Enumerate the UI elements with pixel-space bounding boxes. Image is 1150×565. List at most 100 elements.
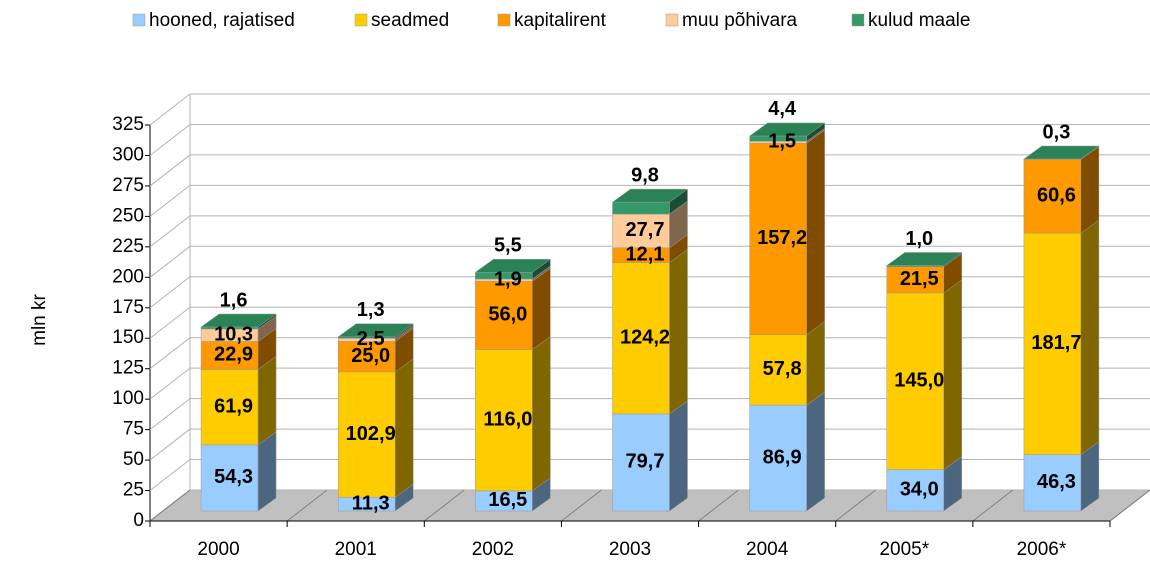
data-label: 9,8: [631, 164, 659, 186]
bar-side: [1080, 219, 1100, 456]
x-tick-label: 2005*: [879, 539, 929, 560]
data-label: 124,2: [620, 327, 670, 349]
bar-side: [669, 400, 688, 512]
floor-divider: [423, 489, 465, 522]
y-tick-label: 325: [112, 114, 144, 135]
data-label: 145,0: [894, 370, 944, 392]
grid-line: [149, 184, 191, 217]
y-tick-label: 75: [123, 419, 144, 440]
grid-line: [149, 306, 191, 339]
bar-side: [806, 391, 825, 512]
floor-divider: [835, 489, 877, 522]
data-label: 46,3: [1037, 471, 1076, 493]
grid-line: [149, 367, 191, 400]
bar-side: [257, 355, 277, 446]
bar-side: [669, 249, 688, 415]
grid-line: [149, 93, 191, 126]
data-label: 57,8: [763, 358, 802, 380]
y-tick-label: 150: [112, 327, 144, 348]
bar-top: [1023, 145, 1100, 160]
bar-front: [749, 404, 807, 512]
bar-front: [612, 201, 670, 215]
bar-front: [749, 142, 807, 335]
bar-side: [532, 336, 551, 492]
data-label: 1,3: [357, 299, 385, 321]
bar-front: [612, 262, 670, 415]
bar-front: [1023, 454, 1082, 512]
grid-line: [149, 154, 191, 187]
bar-front: [886, 469, 945, 512]
y-tick-label: 300: [112, 144, 144, 165]
data-label: 0,3: [1043, 121, 1071, 143]
data-label: 25,0: [351, 345, 390, 367]
data-label: 116,0: [483, 409, 532, 431]
bar-front: [475, 349, 533, 492]
data-label: 16,5: [488, 489, 527, 511]
bar-top: [886, 252, 963, 266]
x-tick-label: 2002: [472, 539, 514, 560]
data-label: 1,0: [905, 228, 933, 250]
legend-label: hooned, rajatised: [149, 10, 295, 31]
bar-top: [200, 313, 277, 328]
legend-label: seadmed: [371, 10, 449, 31]
bar-front: [337, 371, 396, 498]
data-label: 34,0: [900, 479, 939, 501]
floor-divider: [561, 489, 602, 522]
floor-divider: [1109, 489, 1150, 522]
data-label: 157,2: [757, 227, 807, 249]
data-label: 102,9: [346, 423, 396, 445]
bar-top: [611, 188, 689, 203]
floor-divider: [972, 489, 1014, 522]
grid-line: [149, 337, 191, 370]
bar-front: [475, 281, 533, 350]
floor-divider: [286, 489, 328, 522]
bar-front: [200, 444, 259, 512]
x-tick-label: 2006*: [1017, 539, 1067, 560]
legend-swatch: [497, 13, 511, 27]
data-label: 4,4: [768, 98, 797, 120]
legend-swatch: [665, 13, 679, 27]
y-axis-label: mln kr: [29, 293, 50, 345]
bar-front: [886, 292, 945, 470]
legend-swatch: [851, 13, 865, 27]
data-label: 2,5: [357, 328, 385, 350]
data-label: 54,3: [214, 466, 253, 488]
data-label: 10,3: [214, 324, 253, 346]
floor-divider: [698, 489, 739, 522]
bar-front: [1023, 159, 1082, 234]
y-tick-label: 125: [112, 358, 144, 379]
data-label: 1,9: [494, 268, 522, 290]
data-label: 21,5: [900, 268, 939, 290]
data-label: 1,6: [220, 289, 248, 311]
grid-line: [149, 124, 191, 156]
y-tick-label: 225: [112, 236, 144, 257]
bar-top: [748, 122, 826, 137]
legend-label: muu põhivara: [682, 10, 798, 31]
legend-swatch: [354, 13, 368, 27]
grid-line: [149, 276, 191, 309]
data-label: 181,7: [1031, 332, 1081, 354]
data-label: 79,7: [626, 451, 665, 473]
floor-divider: [149, 489, 191, 522]
y-tick-label: 175: [112, 297, 144, 318]
data-label: 60,6: [1037, 185, 1076, 207]
data-label: 56,0: [488, 304, 527, 326]
y-tick-label: 0: [133, 510, 144, 531]
x-tick-label: 2000: [197, 539, 239, 560]
bar-side: [257, 431, 277, 512]
grid-line: [149, 459, 191, 491]
data-label: 12,1: [626, 243, 665, 265]
bar-side: [394, 358, 414, 498]
y-tick-label: 100: [112, 388, 144, 409]
bar-front: [200, 341, 259, 370]
bar-front: [886, 266, 945, 294]
bar-side: [1080, 145, 1100, 234]
data-label: 1,5: [768, 131, 796, 153]
bar-front: [200, 369, 259, 446]
data-label: 22,9: [214, 344, 253, 366]
x-tick-label: 2003: [609, 539, 651, 560]
bar-front: [749, 334, 807, 406]
data-label: 11,3: [352, 492, 390, 514]
bar-side: [806, 321, 825, 406]
